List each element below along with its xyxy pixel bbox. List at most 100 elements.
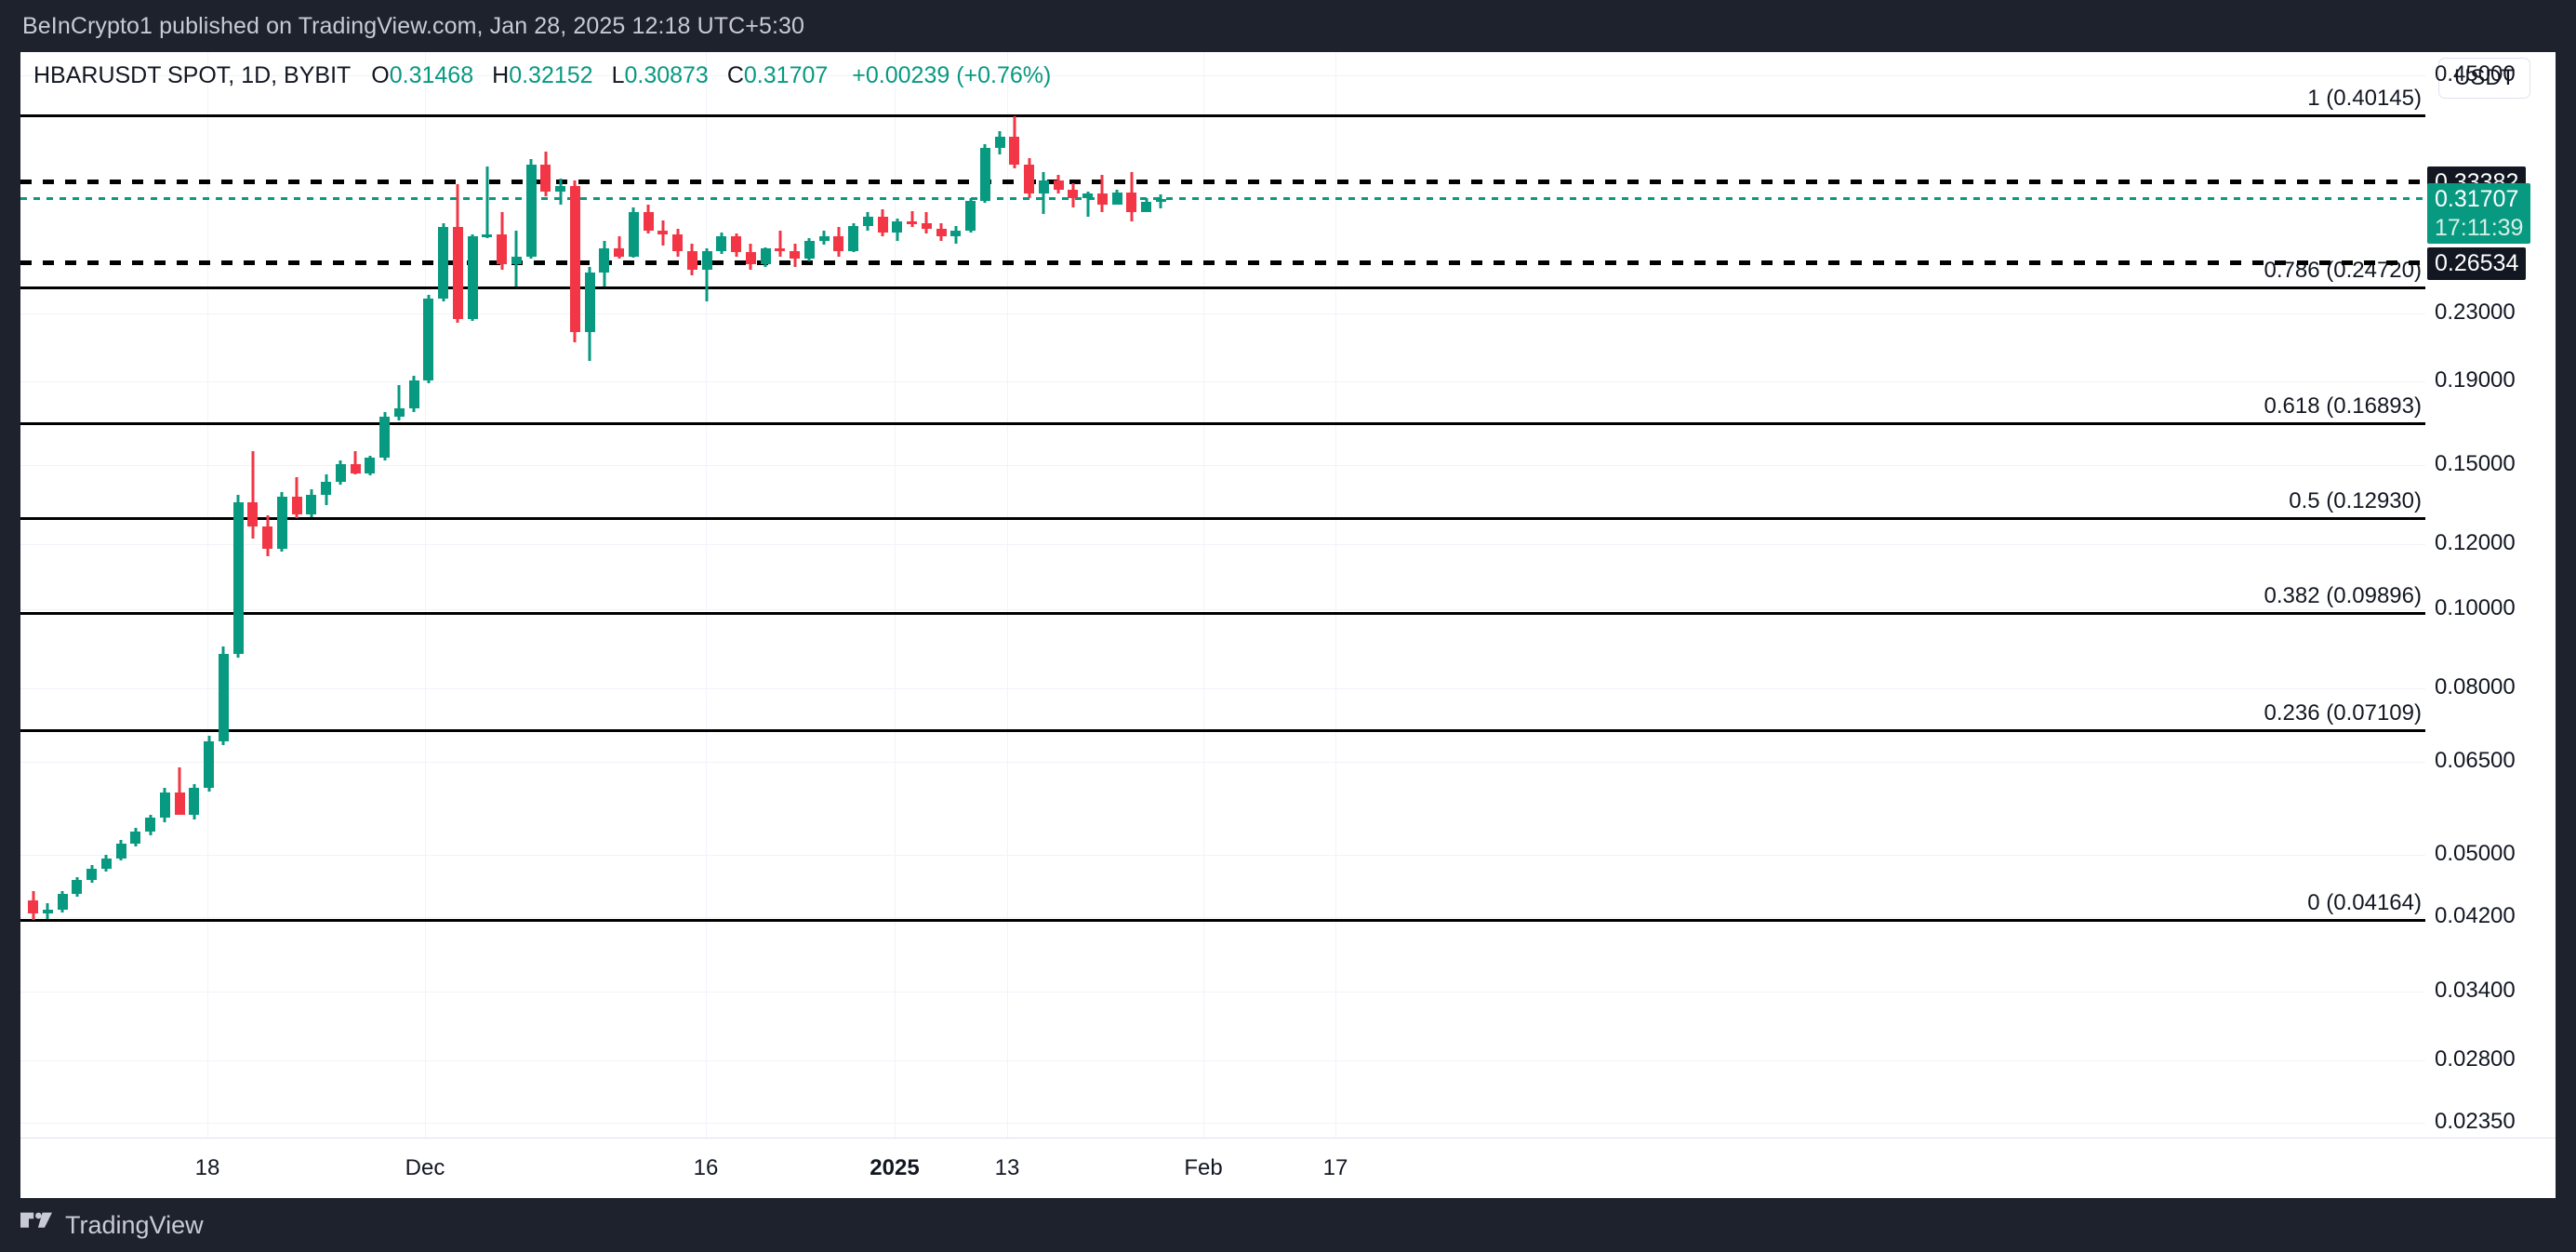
candlestick[interactable]	[599, 52, 610, 1138]
fib-level-line[interactable]	[20, 728, 2425, 732]
candlestick[interactable]	[408, 52, 419, 1138]
candlestick[interactable]	[921, 52, 932, 1138]
candlestick[interactable]	[643, 52, 654, 1138]
candlestick[interactable]	[965, 52, 976, 1138]
candlestick[interactable]	[100, 52, 112, 1138]
candlestick[interactable]	[1155, 52, 1166, 1138]
candlestick[interactable]	[584, 52, 595, 1138]
candlestick[interactable]	[892, 52, 903, 1138]
candlestick[interactable]	[218, 52, 229, 1138]
candlestick[interactable]	[877, 52, 888, 1138]
candlestick[interactable]	[438, 52, 448, 1138]
candlestick[interactable]	[482, 52, 493, 1138]
candlestick[interactable]	[701, 52, 712, 1138]
candlestick[interactable]	[614, 52, 624, 1138]
candlestick[interactable]	[1082, 52, 1093, 1138]
candlestick[interactable]	[555, 52, 565, 1138]
candlestick[interactable]	[1068, 52, 1079, 1138]
candlestick[interactable]	[72, 52, 83, 1138]
candlestick[interactable]	[979, 52, 990, 1138]
fib-level-line[interactable]	[20, 286, 2425, 290]
candlestick[interactable]	[745, 52, 756, 1138]
candlestick[interactable]	[848, 52, 858, 1138]
candlestick[interactable]	[335, 52, 346, 1138]
candlestick[interactable]	[159, 52, 170, 1138]
candlestick[interactable]	[833, 52, 844, 1138]
last-price-badge[interactable]: 0.31707 17:11:39	[2427, 183, 2531, 245]
candlestick[interactable]	[803, 52, 815, 1138]
candlestick[interactable]	[86, 52, 97, 1138]
candlestick[interactable]	[262, 52, 272, 1138]
candlestick[interactable]	[716, 52, 727, 1138]
candlestick[interactable]	[1126, 52, 1137, 1138]
candlestick[interactable]	[1038, 52, 1049, 1138]
candlestick[interactable]	[467, 52, 478, 1138]
candlestick[interactable]	[540, 52, 551, 1138]
candlestick[interactable]	[731, 52, 741, 1138]
candlestick[interactable]	[291, 52, 302, 1138]
candlestick[interactable]	[42, 52, 53, 1138]
fib-level-line[interactable]	[20, 516, 2425, 520]
candlestick[interactable]	[760, 52, 771, 1138]
candlestick[interactable]	[1009, 52, 1020, 1138]
candlestick[interactable]	[204, 52, 214, 1138]
candlestick[interactable]	[452, 52, 463, 1138]
candle-wick	[1086, 191, 1089, 217]
candlestick[interactable]	[189, 52, 200, 1138]
candlestick[interactable]	[393, 52, 405, 1138]
candlestick[interactable]	[28, 52, 38, 1138]
candlestick[interactable]	[321, 52, 331, 1138]
candlestick[interactable]	[511, 52, 522, 1138]
fib-level-line[interactable]	[20, 611, 2425, 615]
candlestick[interactable]	[1141, 52, 1151, 1138]
chart-legend[interactable]: HBARUSDT SPOT, 1D, BYBIT O 0.31468 H 0.321…	[33, 62, 1051, 89]
fib-level-line[interactable]	[20, 421, 2425, 425]
candlestick[interactable]	[247, 52, 259, 1138]
candlestick[interactable]	[306, 52, 317, 1138]
candlestick[interactable]	[145, 52, 155, 1138]
candlestick[interactable]	[379, 52, 390, 1138]
candlestick[interactable]	[672, 52, 683, 1138]
candlestick[interactable]	[569, 52, 580, 1138]
candlestick[interactable]	[994, 52, 1005, 1138]
candlestick[interactable]	[1024, 52, 1034, 1138]
candlestick[interactable]	[818, 52, 830, 1138]
candlestick[interactable]	[174, 52, 185, 1138]
candlestick[interactable]	[790, 52, 800, 1138]
candlestick[interactable]	[628, 52, 639, 1138]
plot-area[interactable]: 1 (0.40145) 0.786 (0.24720) 0.618 (0.16893…	[20, 52, 2425, 1138]
candle-body	[803, 240, 815, 260]
support-line[interactable]	[20, 260, 2425, 266]
candlestick[interactable]	[365, 52, 376, 1138]
legend-symbol[interactable]: HBARUSDT SPOT, 1D, BYBIT	[33, 62, 352, 88]
candlestick[interactable]	[350, 52, 361, 1138]
candlestick[interactable]	[775, 52, 786, 1138]
candle-body	[657, 231, 669, 235]
candlestick[interactable]	[1053, 52, 1064, 1138]
candlestick[interactable]	[497, 52, 507, 1138]
candlestick[interactable]	[232, 52, 244, 1138]
last-price-line[interactable]	[20, 197, 2425, 201]
currency-badge[interactable]: USDT	[2438, 58, 2531, 99]
candlestick[interactable]	[525, 52, 537, 1138]
candlestick[interactable]	[276, 52, 287, 1138]
candlestick[interactable]	[115, 52, 126, 1138]
candlestick[interactable]	[57, 52, 68, 1138]
candle-body	[306, 494, 317, 514]
candle-body	[1068, 189, 1079, 199]
candlestick[interactable]	[130, 52, 141, 1138]
time-scale[interactable]: 18 Dec 16 2025 13 Feb 17	[20, 1138, 2556, 1198]
candlestick[interactable]	[1111, 52, 1122, 1138]
candlestick[interactable]	[657, 52, 669, 1138]
candlestick[interactable]	[936, 52, 947, 1138]
candlestick[interactable]	[423, 52, 434, 1138]
resistance-line[interactable]	[20, 179, 2425, 184]
candlestick[interactable]	[950, 52, 962, 1138]
candlestick[interactable]	[686, 52, 697, 1138]
price-scale[interactable]: USDT 0.45000 0.23000 0.19000 0.15000 0.12000…	[2425, 52, 2556, 1198]
candlestick[interactable]	[862, 52, 873, 1138]
fib-level-line[interactable]	[20, 918, 2425, 922]
fib-level-line[interactable]	[20, 114, 2425, 118]
candlestick[interactable]	[907, 52, 917, 1138]
candlestick[interactable]	[1096, 52, 1108, 1138]
